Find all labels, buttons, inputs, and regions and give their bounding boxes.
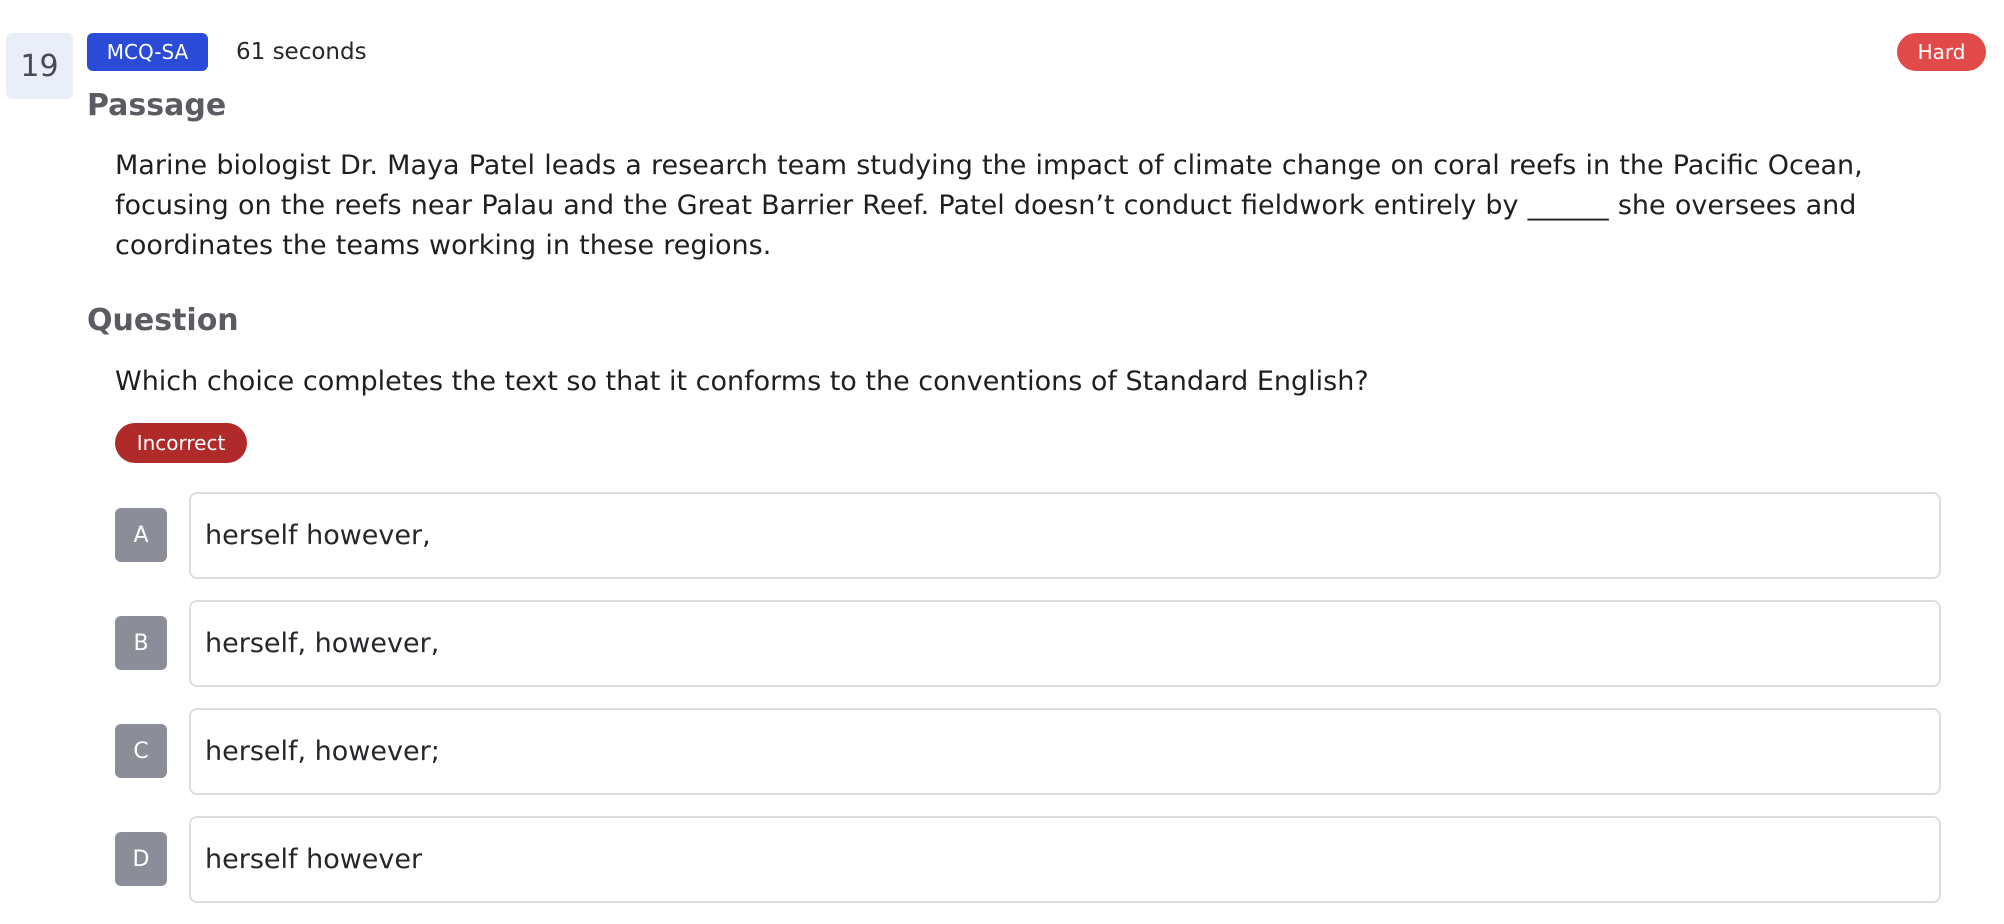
choice-letter-a[interactable]: A	[115, 508, 167, 562]
question-number-badge: 19	[6, 33, 73, 99]
choice-letter-b[interactable]: B	[115, 616, 167, 670]
time-spent-label: 61 seconds	[236, 39, 367, 65]
choice-b[interactable]: B herself, however,	[115, 600, 1941, 687]
answer-choices: A herself however, B herself, however, C…	[115, 492, 1941, 924]
choice-text-a: herself however,	[205, 520, 431, 551]
choice-text-b: herself, however,	[205, 628, 440, 659]
choice-letter-d[interactable]: D	[115, 832, 167, 886]
result-badge: Incorrect	[115, 423, 247, 463]
choice-letter-c[interactable]: C	[115, 724, 167, 778]
question-text: Which choice completes the text so that …	[115, 366, 1369, 397]
passage-text: Marine biologist Dr. Maya Patel leads a …	[115, 150, 1863, 261]
question-heading: Question	[87, 303, 239, 338]
choice-a[interactable]: A herself however,	[115, 492, 1941, 579]
choice-option-b[interactable]: herself, however,	[189, 600, 1941, 687]
choice-text-d: herself however	[205, 844, 423, 875]
passage-heading: Passage	[87, 88, 227, 123]
choice-d[interactable]: D herself however	[115, 816, 1941, 903]
choice-c[interactable]: C herself, however;	[115, 708, 1941, 795]
question-type-badge: MCQ-SA	[87, 33, 208, 71]
choice-option-a[interactable]: herself however,	[189, 492, 1941, 579]
difficulty-badge: Hard	[1897, 33, 1986, 71]
choice-option-c[interactable]: herself, however;	[189, 708, 1941, 795]
choice-text-c: herself, however;	[205, 736, 440, 767]
choice-option-d[interactable]: herself however	[189, 816, 1941, 903]
